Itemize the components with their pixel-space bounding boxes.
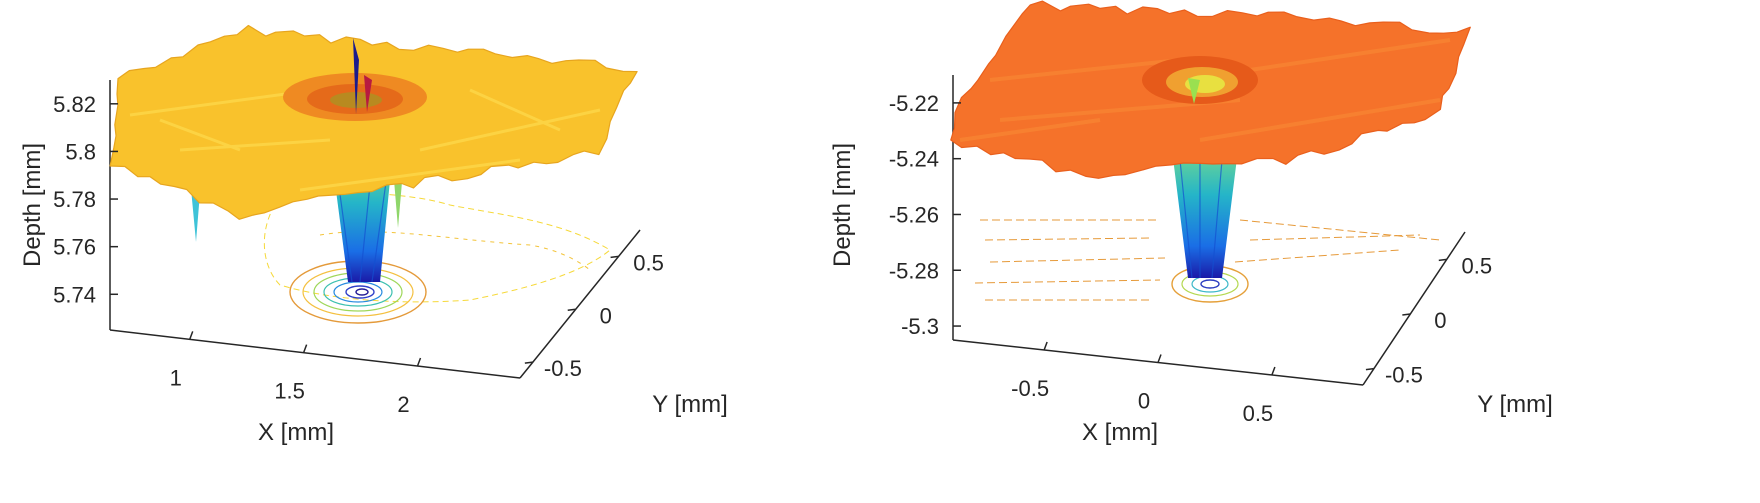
x-tick-label: 0	[1138, 389, 1150, 414]
y-tick	[567, 308, 576, 312]
x-tick-label: 1	[170, 365, 182, 390]
y-axis-line	[519, 229, 641, 379]
z-tick-label: -5.24	[889, 147, 939, 172]
x-tick	[416, 357, 422, 367]
x-tick	[189, 331, 194, 340]
y-tick-label: 0	[1434, 308, 1446, 333]
y-axis-label: Y [mm]	[652, 391, 728, 418]
x-axis-label: X [mm]	[258, 419, 334, 446]
y-axis-line	[1362, 231, 1466, 386]
z-tick-label: -5.22	[889, 91, 939, 116]
plot-left: 5.74 5.76 5.78 5.8 5.82 1 1.5 2 -0.5 0 0.5 Depth […	[19, 24, 728, 446]
contour-projection	[974, 219, 1441, 303]
x-tick-label: -0.5	[1011, 376, 1049, 401]
z-tick-label: 5.8	[65, 139, 96, 164]
y-tick-label: 0.5	[633, 250, 664, 275]
surface	[950, 0, 1471, 179]
z-tick-label: 5.76	[53, 235, 96, 260]
x-tick-label: 1.5	[274, 379, 305, 404]
x-tick-label: 0.5	[1243, 401, 1274, 426]
tick-labels-left: 5.74 5.76 5.78 5.8 5.82 1 1.5 2 -0.5 0 0.5	[53, 92, 664, 417]
x-tick	[1043, 341, 1048, 351]
z-tick-label: -5.26	[889, 202, 939, 227]
z-axis-label: Depth [mm]	[829, 143, 856, 267]
y-tick	[524, 361, 533, 364]
x-tick	[1157, 354, 1162, 363]
z-tick-label: 5.74	[53, 282, 96, 307]
surface	[109, 24, 638, 220]
x-axis-label: X [mm]	[1082, 419, 1158, 446]
y-tick	[1402, 313, 1411, 316]
x-axis-line	[109, 329, 521, 379]
y-tick-label: 0	[600, 303, 612, 328]
y-tick	[1365, 367, 1375, 371]
x-tick	[302, 344, 308, 353]
plot-right: -5.3 -5.28 -5.26 -5.24 -5.22 -0.5 0 0.5 -0.5 0 0.5…	[829, 0, 1553, 446]
z-tick-label: 5.82	[53, 92, 96, 117]
y-tick-label: 0.5	[1461, 253, 1492, 278]
contour-projection	[263, 184, 611, 324]
z-tick-label: -5.3	[901, 314, 939, 339]
y-tick-label: -0.5	[544, 356, 582, 381]
spike-right	[394, 180, 402, 228]
z-tick-label: 5.78	[53, 187, 96, 212]
z-axis-label: Depth [mm]	[19, 143, 46, 267]
y-tick-label: -0.5	[1385, 363, 1423, 388]
y-tick	[610, 255, 619, 259]
x-tick	[1271, 366, 1276, 376]
z-tick-label: -5.28	[889, 258, 939, 283]
crater-funnel	[1172, 150, 1238, 279]
y-tick	[1438, 258, 1447, 262]
x-tick-label: 2	[397, 392, 409, 417]
tick-labels-right: -5.3 -5.28 -5.26 -5.24 -5.22 -0.5 0 0.5 -0.5 0 0.5	[889, 91, 1492, 426]
y-axis-label: Y [mm]	[1477, 391, 1553, 418]
